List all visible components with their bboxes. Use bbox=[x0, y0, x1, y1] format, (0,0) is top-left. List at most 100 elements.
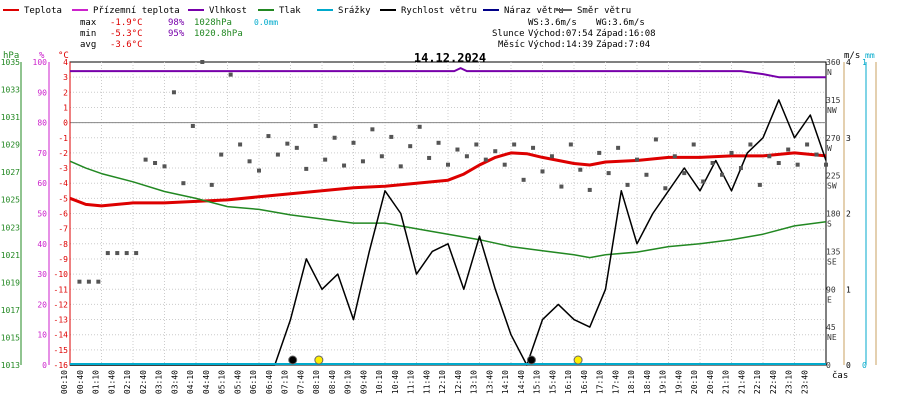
humidity-tick: 20 bbox=[37, 300, 47, 309]
temperature-tick: -8 bbox=[58, 240, 68, 249]
pressure-tick: 1035 bbox=[1, 58, 20, 67]
x-tick-label: 19:40 bbox=[674, 370, 683, 394]
compass-label: E bbox=[827, 295, 832, 304]
min-humidity: 95% bbox=[168, 29, 185, 39]
wind-direction-point bbox=[720, 172, 725, 177]
avg-label: avg bbox=[80, 40, 96, 50]
wind-direction-point bbox=[663, 186, 668, 191]
wind-direction-point bbox=[540, 169, 545, 174]
wind-direction-point bbox=[171, 90, 176, 95]
x-tick-label: 23:10 bbox=[785, 370, 794, 394]
legend-label: Směr větru bbox=[577, 6, 631, 16]
wind-direction-point bbox=[701, 179, 706, 184]
wind-direction-point bbox=[77, 279, 82, 284]
pressure-tick: 1033 bbox=[1, 86, 20, 95]
wind-direction-point bbox=[786, 147, 791, 152]
wind-direction-point bbox=[635, 157, 639, 162]
temperature-tick: -9 bbox=[58, 255, 68, 264]
wind-direction-point bbox=[200, 60, 205, 64]
wind-direction-point bbox=[587, 187, 592, 192]
axis-labels: 1035103310311029102710251023102110191017… bbox=[1, 58, 877, 370]
x-axis-label: čas bbox=[832, 370, 848, 381]
wind-direction-tick: 0 bbox=[826, 361, 831, 370]
compass-label: N bbox=[827, 68, 832, 77]
series-line-vlhkost bbox=[70, 67, 826, 79]
legend-label: Vlhkost bbox=[209, 6, 247, 16]
wind-direction-tick: 180 bbox=[826, 210, 841, 219]
wind-direction-point bbox=[464, 154, 469, 159]
wind-direction-tick: 135 bbox=[826, 247, 841, 256]
x-tick-label: 00:40 bbox=[76, 370, 85, 394]
max-pressure: 1028hPa bbox=[194, 18, 232, 28]
min-temp: -5.3°C bbox=[110, 29, 143, 39]
temperature-tick: 1 bbox=[63, 103, 68, 112]
wind-direction-point bbox=[559, 184, 564, 189]
wind-direction-point bbox=[124, 251, 129, 256]
legend-label: Rychlost větru bbox=[401, 6, 477, 16]
wind-direction-point bbox=[729, 150, 734, 155]
wind-direction-point bbox=[512, 142, 517, 147]
pressure-unit: hPa bbox=[3, 51, 19, 61]
sun-moon-block: WS:3.6m/s WG:3.6m/s Slunce Východ:07:54 … bbox=[492, 18, 656, 50]
humidity-tick: 40 bbox=[37, 240, 47, 249]
x-tick-label: 01:10 bbox=[92, 370, 101, 394]
moon-label: Měsíc bbox=[498, 40, 525, 50]
temperature-tick: -12 bbox=[54, 300, 69, 309]
temperature-tick: -16 bbox=[54, 361, 69, 370]
x-tick-label: 07:40 bbox=[296, 370, 305, 394]
x-tick-label: 14:40 bbox=[517, 370, 526, 394]
wind-direction-point bbox=[625, 182, 630, 187]
wind-speed-tick: 3 bbox=[846, 134, 851, 143]
wind-gust-stat: WG:3.6m/s bbox=[596, 18, 645, 28]
x-tick-label: 15:40 bbox=[548, 370, 557, 394]
x-tick-label: 22:10 bbox=[753, 370, 762, 394]
x-tick-label: 07:10 bbox=[281, 370, 290, 394]
rain-total: 0.0mm bbox=[254, 18, 278, 27]
wind-direction-point bbox=[568, 142, 573, 147]
wind-direction-point bbox=[616, 145, 621, 150]
temperature-tick: -5 bbox=[58, 194, 68, 203]
legend: Teplota Přízemní teplota Vlhkost Tlak Srážky… bbox=[3, 6, 631, 16]
wind-direction-point bbox=[115, 251, 120, 256]
moonrise-marker bbox=[526, 355, 536, 365]
x-tick-label: 04:40 bbox=[202, 370, 211, 394]
legend-label: Tlak bbox=[279, 6, 301, 16]
compass-label: SE bbox=[827, 257, 837, 266]
wind-direction-point bbox=[134, 251, 139, 256]
wind-speed-stat: WS:3.6m/s bbox=[528, 18, 577, 28]
series-layer bbox=[69, 60, 828, 366]
series-line-tlak bbox=[69, 160, 827, 259]
wind-direction-point bbox=[427, 155, 432, 160]
wind-direction-point bbox=[257, 168, 261, 173]
x-tick-label: 06:10 bbox=[249, 370, 258, 394]
wind-direction-point bbox=[266, 134, 271, 139]
wind-direction-point bbox=[323, 157, 328, 162]
stats-block: max -1.9°C 98% 1028hPa 0.0mm min -5.3°C … bbox=[80, 18, 278, 50]
wind-direction-point bbox=[360, 159, 365, 164]
x-tick-label: 13:10 bbox=[470, 370, 479, 394]
x-tick-label: 10:10 bbox=[375, 370, 384, 394]
wind-direction-point bbox=[304, 166, 309, 171]
x-tick-label: 18:10 bbox=[627, 370, 636, 394]
wind-direction-point bbox=[351, 140, 356, 145]
wind-direction-point bbox=[389, 134, 394, 139]
min-pressure: 1020.8hPa bbox=[194, 29, 243, 39]
compass-label: SW bbox=[827, 182, 837, 191]
wind-direction-point bbox=[748, 142, 753, 147]
x-tick-label: 17:10 bbox=[596, 370, 605, 394]
wind-direction-point bbox=[342, 163, 347, 168]
temperature-tick: -7 bbox=[58, 225, 68, 234]
legend-label: Náraz větru bbox=[504, 6, 564, 16]
wind-direction-point bbox=[738, 166, 743, 171]
x-tick-label: 14:10 bbox=[501, 370, 510, 394]
sunrise-time: Východ:07:54 bbox=[528, 29, 593, 39]
sun-moon-markers bbox=[288, 355, 583, 365]
temperature-tick: -10 bbox=[54, 270, 69, 279]
temperature-tick: 3 bbox=[63, 73, 68, 82]
x-tick-label: 12:10 bbox=[438, 370, 447, 394]
humidity-tick: 80 bbox=[37, 119, 47, 128]
wind-direction-point bbox=[795, 162, 800, 167]
wind-direction-point bbox=[521, 177, 526, 182]
x-tick-label: 02:40 bbox=[139, 370, 148, 394]
x-tick-label: 11:10 bbox=[407, 370, 416, 394]
